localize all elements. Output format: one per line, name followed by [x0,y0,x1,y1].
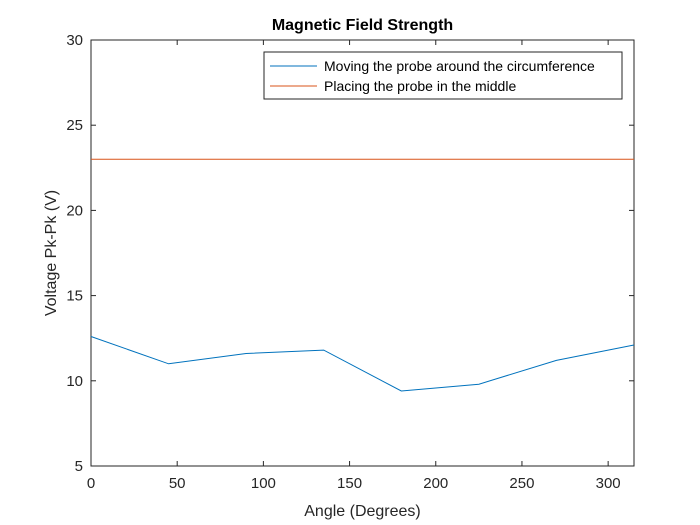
x-tick-label: 150 [337,475,362,492]
plot-area-box [90,39,635,467]
x-tick-label: 50 [169,475,186,492]
y-axis-label: Voltage Pk-Pk (V) [43,190,60,316]
y-tick-label: 10 [66,373,83,390]
legend: Moving the probe around the circumferenc… [263,51,623,100]
y-tick-label: 25 [66,117,83,134]
x-tick-label: 100 [251,475,276,492]
x-tick-label: 0 [87,475,95,492]
legend-box [263,51,623,100]
legend-entry-2: Placing the probe in the middle [324,78,516,94]
y-tick-label: 30 [66,32,83,49]
x-tick-label: 200 [423,475,448,492]
y-tick-label: 15 [66,288,83,305]
chart-title: Magnetic Field Strength [272,17,453,34]
x-tick-label: 250 [509,475,534,492]
x-tick-label: 300 [596,475,621,492]
series-layer [90,158,635,392]
y-tick-label: 5 [75,458,83,475]
axes: 0 50 100 150 200 250 300 5 10 15 20 25 30 [66,32,635,492]
series-line-1 [90,336,635,392]
y-tick-label: 20 [66,202,83,219]
legend-entry-1: Moving the probe around the circumferenc… [324,58,595,74]
x-axis-label: Angle (Degrees) [304,503,421,520]
